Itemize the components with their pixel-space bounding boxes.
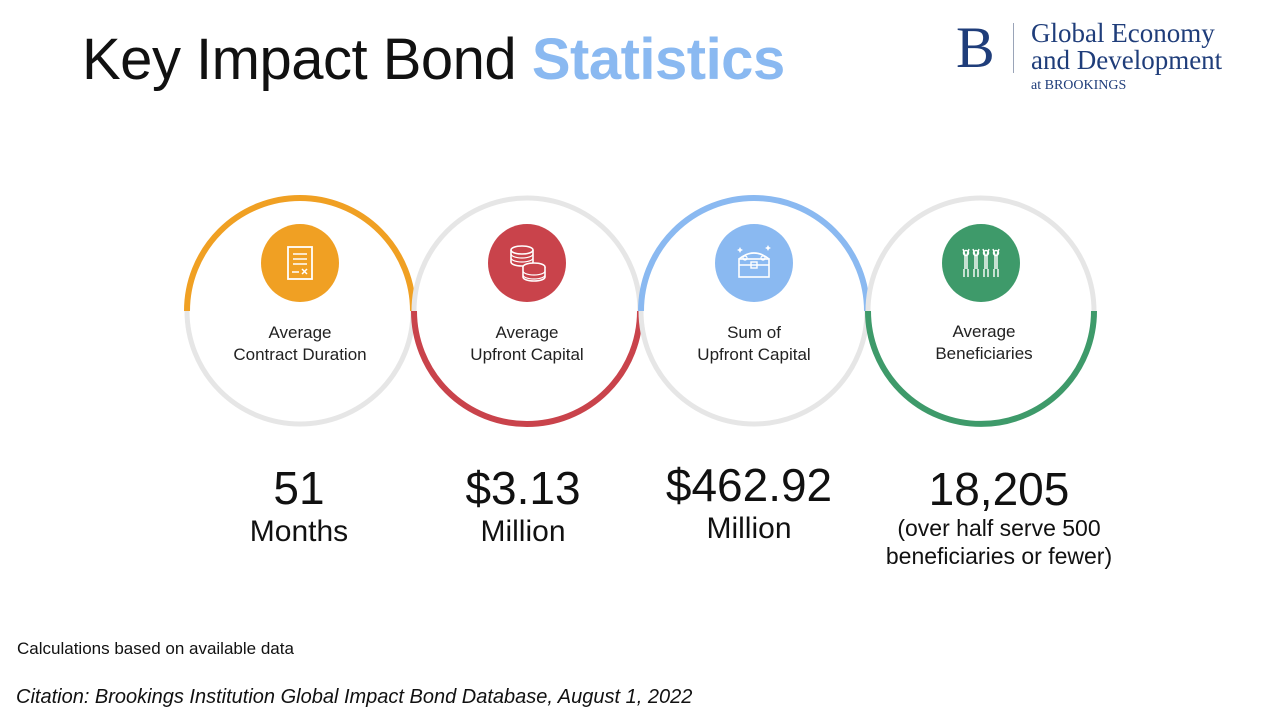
stat-2-unit: Million	[480, 515, 566, 548]
treasure-chest-icon	[715, 224, 793, 302]
stat-1-unit: Months	[249, 515, 349, 548]
stat-3-unit: Million	[706, 512, 792, 545]
ring-2-arc	[411, 310, 643, 427]
stat-1-label: Average Contract Duration	[200, 322, 400, 366]
logo-line-3: at BROOKINGS	[1031, 78, 1127, 93]
stat-2-label: Average Upfront Capital	[427, 322, 627, 366]
stat-4-label: Average Beneficiaries	[884, 321, 1084, 365]
brookings-logo: B Global Economy and Development at BROO…	[956, 18, 1256, 98]
logo-line-2: and Development	[1031, 45, 1223, 75]
stat-2-label-line-1: Average	[495, 323, 559, 342]
stat-3-value: $462.92 Million	[619, 460, 879, 548]
footnote: Calculations based on available data	[17, 639, 294, 658]
page-title: Key Impact Bond Statistics	[82, 22, 785, 98]
stat-4-note-line-1: (over half serve 500	[897, 515, 1101, 541]
contract-document-icon	[261, 224, 339, 302]
ring-3-arc	[638, 195, 870, 312]
stat-4-label-line-1: Average	[952, 322, 1016, 341]
stat-1-label-line-1: Average	[268, 323, 332, 342]
stat-4-number: 18,205	[928, 463, 1070, 515]
people-cheering-icon	[942, 224, 1020, 302]
stat-4-value: 18,205 (over half serve 500 beneficiarie…	[869, 464, 1129, 570]
title-main: Key Impact Bond	[82, 27, 532, 92]
logo-line-1: Global Economy	[1031, 18, 1215, 48]
ring-1-arc	[184, 195, 416, 312]
coins-icon	[488, 224, 566, 302]
logo-mark: B	[956, 15, 995, 80]
stat-3-label-line-1: Sum of	[727, 323, 781, 342]
ring-4-arc	[865, 310, 1097, 427]
stat-2-number: $3.13	[465, 462, 581, 514]
stat-1-label-line-2: Contract Duration	[233, 345, 367, 364]
stat-2-label-line-2: Upfront Capital	[470, 345, 584, 364]
stat-1-value: 51 Months	[169, 463, 429, 551]
stat-4-label-line-2: Beneficiaries	[935, 344, 1033, 363]
title-accent: Statistics	[531, 27, 785, 92]
logo-divider	[1013, 23, 1014, 73]
stat-1-number: 51	[273, 462, 325, 514]
stat-3-label-line-2: Upfront Capital	[697, 345, 811, 364]
stat-3-label: Sum of Upfront Capital	[654, 322, 854, 366]
stat-4-note-line-2: beneficiaries or fewer)	[885, 543, 1113, 569]
stat-2-value: $3.13 Million	[393, 463, 653, 551]
stat-3-number: $462.92	[665, 459, 833, 511]
citation: Citation: Brookings Institution Global I…	[16, 686, 693, 708]
